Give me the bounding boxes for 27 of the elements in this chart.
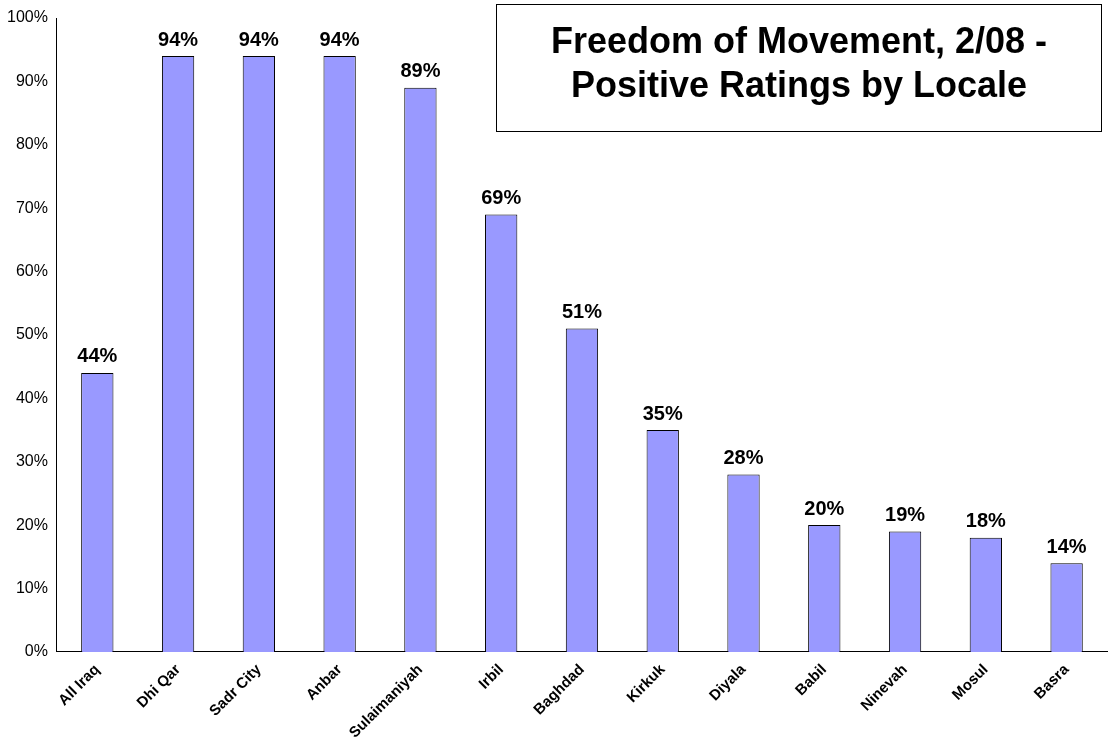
y-tick-label: 20%	[15, 515, 48, 533]
data-label: 94%	[158, 27, 199, 50]
x-tick-label: All Iraq	[54, 660, 103, 709]
data-label: 35%	[642, 401, 683, 424]
data-label: 89%	[400, 59, 441, 82]
y-tick-label: 90%	[15, 71, 48, 89]
y-tick-label: 60%	[15, 261, 48, 279]
y-tick-label: 50%	[15, 325, 48, 343]
y-tick-label: 100%	[7, 8, 48, 26]
data-label: 44%	[77, 344, 118, 367]
text: Freedom of Movement, 2/08 - Positive Ratings by Locale	[496, 4, 1102, 132]
y-tick-label: 0%	[24, 642, 48, 660]
data-label: 18%	[965, 509, 1007, 532]
y-tick-label: 30%	[15, 452, 48, 470]
y-tick-label: 40%	[15, 388, 48, 406]
y-tick-label: 80%	[15, 135, 48, 153]
y-tick-label: 10%	[15, 578, 48, 596]
data-label: 19%	[885, 502, 926, 525]
data-label: 28%	[723, 445, 764, 468]
data-label: 51%	[561, 300, 603, 323]
data-label: 69%	[481, 186, 522, 209]
x-tick-label: Dhi Qar	[132, 660, 184, 711]
data-label: 94%	[238, 27, 280, 50]
y-tick-label: 70%	[15, 198, 48, 216]
data-label: 14%	[1046, 534, 1087, 557]
data-label: 20%	[804, 496, 845, 519]
data-label: 94%	[319, 27, 360, 50]
